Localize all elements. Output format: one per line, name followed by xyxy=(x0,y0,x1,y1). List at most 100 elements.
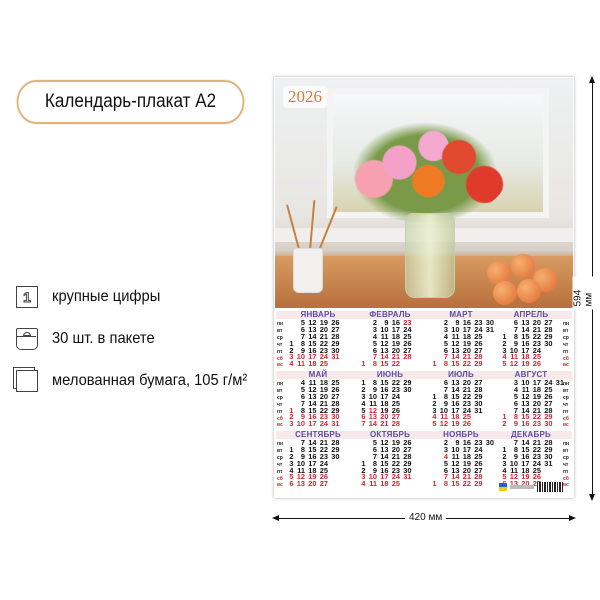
day-cell: 16 xyxy=(308,451,317,461)
day-cell xyxy=(355,334,367,341)
day-cell: 1 xyxy=(289,338,294,348)
day-cell: 22 xyxy=(462,479,471,489)
day-cell: 22 xyxy=(532,444,541,454)
day-cell: 1 xyxy=(502,412,507,422)
day-cell: 15 xyxy=(380,359,389,369)
day-cell xyxy=(426,468,438,475)
day-cell: 17 xyxy=(308,352,317,362)
week-day-row: 4 11 18 25 xyxy=(283,360,353,368)
day-cell: 25 xyxy=(474,451,483,461)
week-day-row: 1 8 15 22 29 xyxy=(283,338,353,348)
day-cell: 1 xyxy=(432,391,437,401)
day-cell: 6 xyxy=(361,412,366,422)
day-cell: 2 xyxy=(372,318,377,327)
day-cell: 31 xyxy=(485,324,494,334)
day-cell: 21 xyxy=(319,331,328,341)
week-day-row: 7 14 21 28 xyxy=(283,331,353,341)
day-cell xyxy=(426,461,438,468)
day-cell: 13 xyxy=(451,465,460,475)
day-cell: 15 xyxy=(451,359,460,369)
day-cell: 12 xyxy=(368,405,377,415)
day-cell: 26 xyxy=(544,391,553,401)
day-cell: 11 xyxy=(510,465,518,475)
weekday-label: сб xyxy=(277,355,283,362)
day-cell: 8 xyxy=(300,338,305,348)
week-day-row: 4 11 18 25 xyxy=(283,378,353,387)
day-cell: 19 xyxy=(462,458,471,468)
arrow-left-icon xyxy=(272,515,279,521)
weekday-label: вт xyxy=(277,327,283,334)
month-grid: 2 9 16 23 3 10 17 24 4 11 18 25 5 12 19 26 6 13 20 27 7 14 21 2… xyxy=(355,318,425,369)
day-cell: 7 xyxy=(300,398,305,408)
week-day-row: 1 8 15 22 29 xyxy=(426,359,496,369)
weekday-label: сб xyxy=(563,475,569,482)
day-cell: 11 xyxy=(297,465,305,475)
week-day-row: 1 8 15 22 29 xyxy=(426,391,496,401)
peach xyxy=(493,281,517,305)
week-day-row: 7 14 21 28 xyxy=(283,439,353,447)
day-cell: 6 xyxy=(443,465,448,475)
day-cell: 15 xyxy=(521,412,530,422)
day-cell: 2 xyxy=(502,451,507,461)
day-cell: 6 xyxy=(513,398,518,408)
day-cell: 27 xyxy=(331,391,340,401)
day-cell: 15 xyxy=(521,331,530,341)
month-grid: 5 12 19 26 6 13 20 27 7 14 21 28 1 8 15 22 29 2 9 16 23 30 3 10… xyxy=(283,319,353,368)
day-cell: 18 xyxy=(319,378,328,387)
month-grid: 5 12 19 26 6 13 20 27 7 14 21 28 1 8 15 22 29 2 9 16 23 30 3 10… xyxy=(355,439,425,488)
day-cell: 10 xyxy=(380,324,389,334)
day-cell: 29 xyxy=(544,412,553,422)
week-day-row: 3 10 17 24 31 xyxy=(426,406,496,415)
day-cell: 5 xyxy=(502,359,507,369)
day-cell: 2 xyxy=(443,438,448,447)
feature-large-digits: 1 крупные цифры xyxy=(16,286,170,308)
day-cell: 19 xyxy=(308,472,317,482)
day-cell: 27 xyxy=(319,479,328,489)
day-cell xyxy=(496,387,508,394)
month-grid: 6 13 20 27 7 14 21 28 1 8 15 22 29 2 9 16 23 30 3 10 17 24 4 11… xyxy=(496,319,566,369)
weekday-label: вс xyxy=(563,482,569,489)
day-cell: 23 xyxy=(532,419,541,429)
day-cell: 21 xyxy=(462,352,471,362)
day-cell: 7 xyxy=(361,419,366,429)
day-cell: 15 xyxy=(308,444,317,454)
feature-label: мелованная бумага, 105 г/м² xyxy=(52,372,248,389)
day-cell: 22 xyxy=(319,338,328,348)
day-cell xyxy=(496,320,508,327)
day-cell: 26 xyxy=(462,419,471,429)
weekday-label: вс xyxy=(563,422,569,429)
week-day-row: 7 14 21 28 xyxy=(426,386,496,394)
day-cell: 5 xyxy=(443,338,448,348)
calendar-poster: 2026 пн пн вт вт ср ср чт чт пт пт сб сб вс вс пн пн вт в… xyxy=(274,77,574,498)
day-cell: 23 xyxy=(532,451,541,461)
day-cell: 30 xyxy=(331,345,340,355)
day-cell: 8 xyxy=(513,331,518,341)
week-day-row: 2 9 16 23 30 xyxy=(496,419,566,429)
day-cell: 28 xyxy=(331,398,340,408)
week-day-row: 5 12 19 26 xyxy=(426,458,496,468)
day-cell xyxy=(426,440,438,447)
day-cell: 3 xyxy=(443,324,448,334)
week-day-row: 5 12 19 26 xyxy=(426,419,496,429)
month-grid: 2 9 16 23 30 3 10 17 24 4 11 18 25 5 12 19 26 6 13 20 27 7 14 2… xyxy=(426,438,496,489)
day-cell: 20 xyxy=(391,345,400,355)
day-cell: 15 xyxy=(380,458,389,468)
day-cell xyxy=(496,394,508,401)
day-cell: 4 xyxy=(513,384,518,394)
day-cell: 26 xyxy=(319,472,328,482)
feature-package: 30 шт. в пакете xyxy=(16,328,164,350)
day-cell: 19 xyxy=(391,338,400,348)
day-cell: 17 xyxy=(532,378,541,387)
day-cell: 16 xyxy=(380,384,389,394)
weekday-label: пн xyxy=(277,321,284,327)
weekday-label: сб xyxy=(277,415,283,422)
day-cell: 22 xyxy=(391,458,400,468)
day-cell: 16 xyxy=(391,318,400,327)
day-cell: 12 xyxy=(439,419,448,429)
week-day-row: 2 9 16 23 30 xyxy=(283,345,353,355)
week-day-row: 2 9 16 23 30 xyxy=(283,413,353,421)
day-cell: 17 xyxy=(462,324,471,334)
feature-paper: мелованная бумага, 105 г/м² xyxy=(16,370,264,392)
